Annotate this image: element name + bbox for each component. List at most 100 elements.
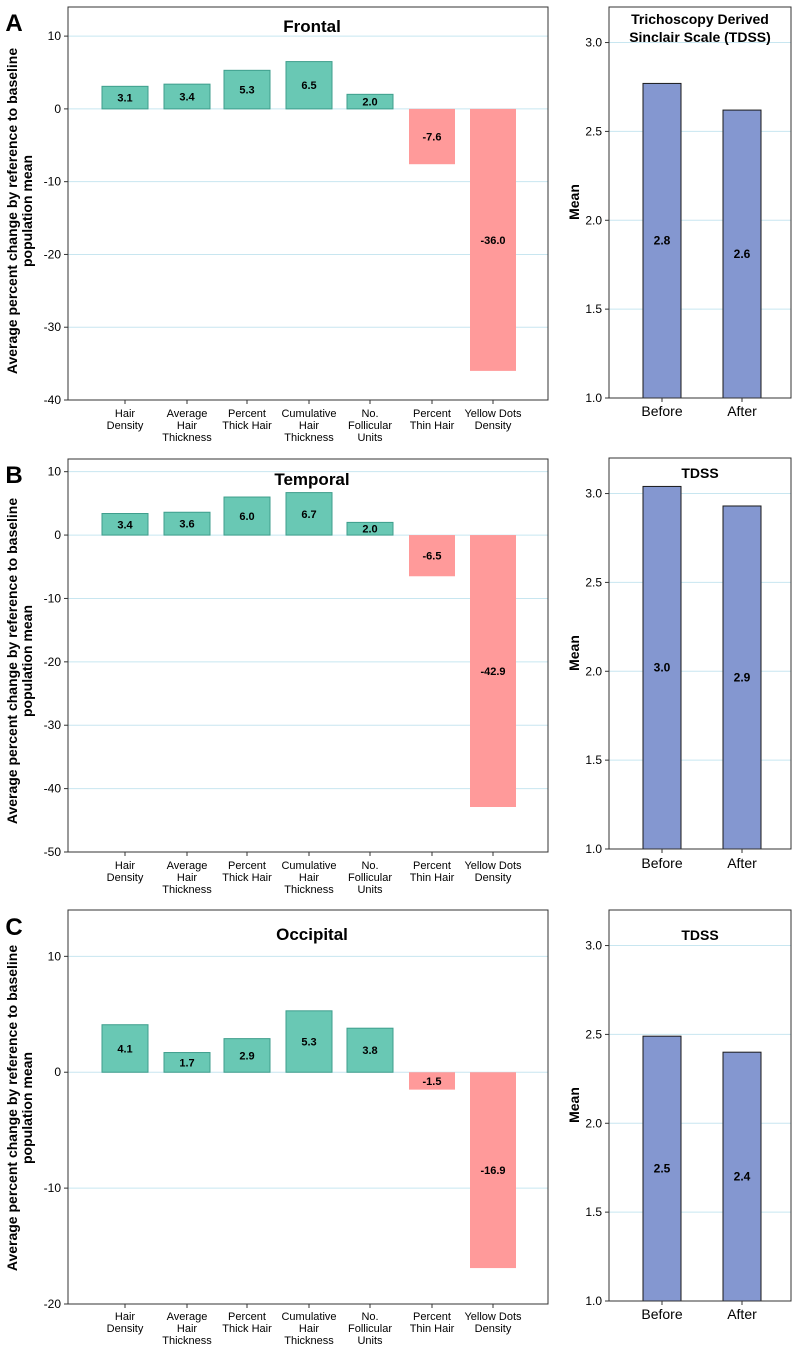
x-tick-label: Percent [413,408,451,420]
y-tick-label: -40 [44,393,62,407]
bar-hair-density [101,1024,149,1073]
data-label: 3.4 [179,92,195,104]
bar-hair-density [101,85,149,110]
bar-after [722,505,762,850]
bar-percent-thick-hair [223,1038,271,1073]
data-label: 2.9 [734,670,751,684]
x-tick-label: Density [475,420,512,432]
bar-yellow-dots-density [470,1072,516,1269]
x-tick-label: Thick Hair [222,420,272,432]
y-tick-label: 0 [54,1065,61,1079]
data-label: 2.8 [654,234,671,248]
tdss-panel-1: 1.0 1.5 2.0 2.5 3.0 2.8 Before 2.6 After Trichosc… [566,6,792,419]
y-tick-label: 1.0 [585,842,602,856]
x-tick-label: Thin Hair [410,1323,455,1335]
x-tick-label: Hair [299,872,320,884]
data-label: 6.7 [301,509,316,521]
data-label: 2.4 [734,1170,751,1184]
x-tick-label: Cumulative [281,1311,336,1323]
x-tick-label: Density [475,1323,512,1335]
x-tick-label: Density [475,872,512,884]
bar-before [642,485,682,850]
x-tick-label: No. [361,860,378,872]
x-tick-label: Yellow Dots [464,1311,522,1323]
y-tick-label: 0 [54,528,61,542]
x-tick-label: Follicular [348,420,392,432]
x-tick-label: Before [641,855,682,871]
x-tick-label: Average [167,860,208,872]
plot-frame [608,457,792,850]
chart-title: Occipital [276,925,348,944]
y-tick-label: 0 [54,102,61,116]
x-tick-label: Yellow Dots [464,860,522,872]
bar-percent-thick-hair [223,69,271,110]
y-tick-label: -30 [44,718,62,732]
x-tick-label: Percent [228,408,266,420]
data-label: -42.9 [480,666,505,678]
x-tick-label: Hair [177,1323,198,1335]
data-label: 2.0 [362,524,377,536]
y-tick-label: -40 [44,782,62,796]
x-tick-label: Percent [413,1311,451,1323]
data-label: -36.0 [480,235,505,247]
x-tick-label: Thin Hair [410,872,455,884]
data-label: 6.0 [239,511,254,523]
y-axis-label: Average percent change by reference to b… [4,48,35,374]
y-tick-label: 10 [48,465,62,479]
data-label: 2.0 [362,97,377,109]
bar-average-hair-thickness [163,1052,211,1073]
plot-frame [67,909,549,1305]
x-tick-label: Hair [115,408,136,420]
x-tick-label: Average [167,1311,208,1323]
x-tick-label: No. [361,1311,378,1323]
data-label: 3.8 [362,1045,377,1057]
x-tick-label: Thickness [162,432,212,444]
plot-frame [67,6,549,401]
x-tick-label: Density [107,872,144,884]
data-label: 1.7 [179,1057,194,1069]
tdss-panel-2: 1.0 1.5 2.0 2.5 3.0 3.0 Before 2.9 After TDSS Mean [566,457,792,871]
chart-title: Temporal [274,470,349,489]
y-tick-label: -20 [44,1297,62,1311]
y-tick-label: 2.0 [585,1116,602,1130]
y-tick-label: 1.5 [585,1205,602,1219]
x-tick-label: Follicular [348,872,392,884]
x-tick-label: Thin Hair [410,420,455,432]
bar-no-follicular-units [346,521,394,536]
x-tick-label: After [727,403,757,419]
plot-frame [608,909,792,1302]
bar-after [722,109,762,399]
bar-hair-density [101,513,149,536]
data-label: 2.6 [734,247,751,261]
data-label: 3.0 [654,661,671,675]
x-tick-label: Hair [115,1311,136,1323]
x-tick-label: Yellow Dots [464,408,522,420]
y-tick-label: -50 [44,845,62,859]
y-axis-label: Mean [566,184,582,220]
data-label: 5.3 [301,1037,316,1049]
bar-yellow-dots-density [470,535,516,807]
y-tick-label: -20 [44,247,62,261]
y-tick-label: 2.0 [585,664,602,678]
bar-cumulative-hair-thickness [285,492,333,536]
x-tick-label: Units [357,1335,383,1347]
x-tick-label: Units [357,884,383,896]
x-tick-label: Follicular [348,1323,392,1335]
bar-yellow-dots-density [470,108,516,371]
bar-percent-thin-hair [409,535,455,577]
x-tick-label: Hair [177,872,198,884]
chart-title: Frontal [283,17,341,36]
panel-letter: A [5,10,22,37]
x-tick-label: Density [107,1323,144,1335]
x-tick-label: Thick Hair [222,1323,272,1335]
x-tick-label: Thickness [284,1335,334,1347]
bar-percent-thin-hair [409,108,455,165]
bar-cumulative-hair-thickness [285,1010,333,1073]
tdss-panel-3: 1.0 1.5 2.0 2.5 3.0 2.5 Before 2.4 After TDSS Mean [566,909,792,1322]
bar-cumulative-hair-thickness [285,61,333,110]
panel-letter: B [5,462,22,489]
data-label: 2.9 [239,1050,254,1062]
y-tick-label: 3.0 [585,36,602,50]
data-label: -16.9 [480,1165,505,1177]
bar-percent-thin-hair [409,1072,455,1090]
